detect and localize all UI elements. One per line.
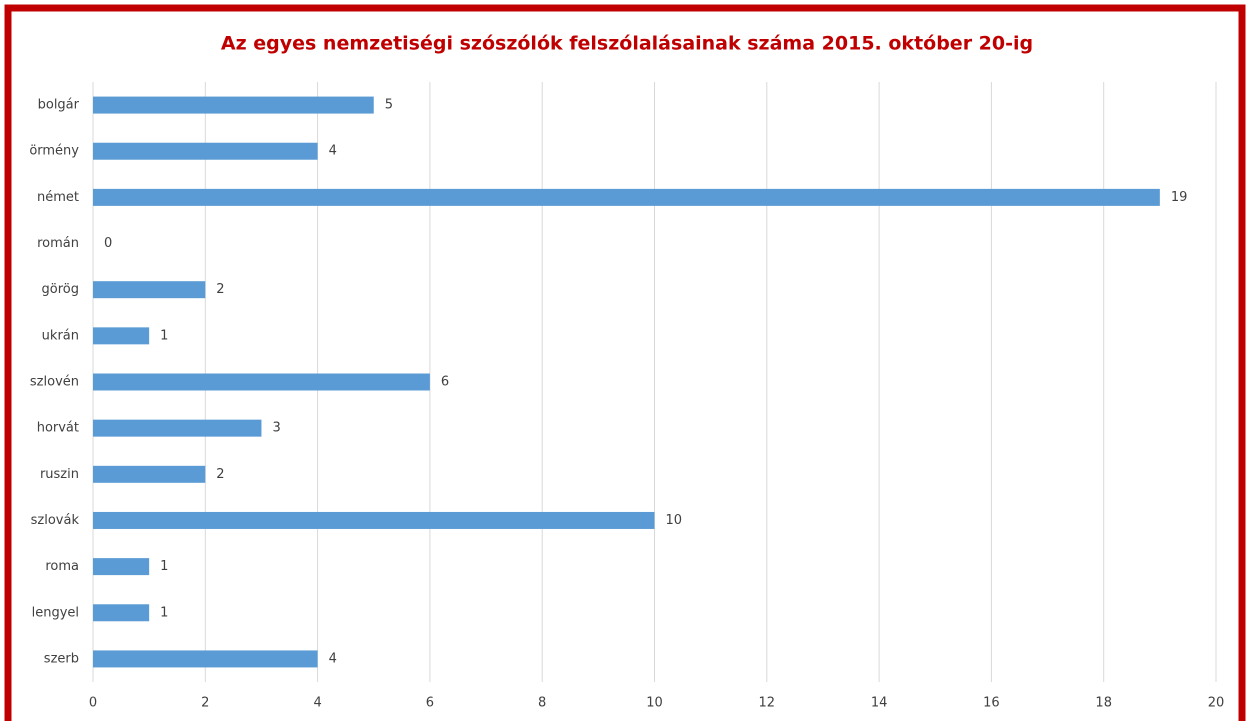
y-tick-label: horvát: [37, 421, 79, 436]
y-tick-label: lengyel: [32, 605, 79, 620]
x-tick-label: 16: [983, 696, 1000, 711]
x-tick-label: 10: [646, 696, 663, 711]
x-tick-label: 2: [201, 696, 209, 711]
y-tick-label: román: [37, 236, 79, 251]
x-tick-label: 4: [313, 696, 321, 711]
bar: [93, 558, 150, 576]
bar: [93, 327, 150, 345]
data-label: 1: [160, 559, 168, 574]
bar: [93, 281, 206, 299]
data-label: 10: [666, 513, 683, 528]
data-label: 19: [1171, 190, 1188, 205]
y-tick-label: roma: [45, 559, 79, 574]
bar: [93, 419, 262, 437]
y-tick-label: szlovák: [31, 513, 80, 528]
bar: [93, 511, 655, 529]
frame: [4, 4, 1246, 721]
y-tick-label: ruszin: [40, 467, 79, 482]
bar: [93, 188, 1160, 206]
bar: [93, 465, 206, 483]
data-label: 1: [160, 328, 168, 343]
x-tick-label: 14: [871, 696, 888, 711]
y-tick-label: bolgár: [38, 98, 80, 113]
bar: [93, 604, 150, 622]
bar: [93, 650, 318, 668]
x-tick-label: 12: [759, 696, 776, 711]
bar: [93, 96, 374, 114]
data-label: 1: [160, 605, 168, 620]
data-label: 6: [441, 375, 449, 390]
y-tick-label: szerb: [44, 651, 79, 666]
chart-title: Az egyes nemzetiségi szószólók felszólal…: [221, 33, 1033, 55]
x-tick-label: 8: [538, 696, 546, 711]
data-label: 0: [104, 236, 112, 251]
data-label: 4: [329, 651, 337, 666]
y-tick-label: görög: [42, 282, 79, 297]
x-tick-label: 18: [1095, 696, 1112, 711]
data-label: 3: [272, 421, 280, 436]
y-tick-label: szlovén: [30, 375, 79, 390]
x-tick-label: 6: [426, 696, 434, 711]
data-label: 4: [329, 144, 337, 159]
x-tick-label: 20: [1208, 696, 1225, 711]
data-label: 2: [216, 467, 224, 482]
bar: [93, 373, 430, 391]
y-tick-label: német: [37, 190, 79, 205]
data-label: 2: [216, 282, 224, 297]
x-tick-label: 0: [89, 696, 97, 711]
data-label: 5: [385, 98, 393, 113]
y-tick-label: ukrán: [42, 328, 79, 343]
bar: [93, 142, 318, 160]
y-tick-label: örmény: [29, 144, 79, 159]
